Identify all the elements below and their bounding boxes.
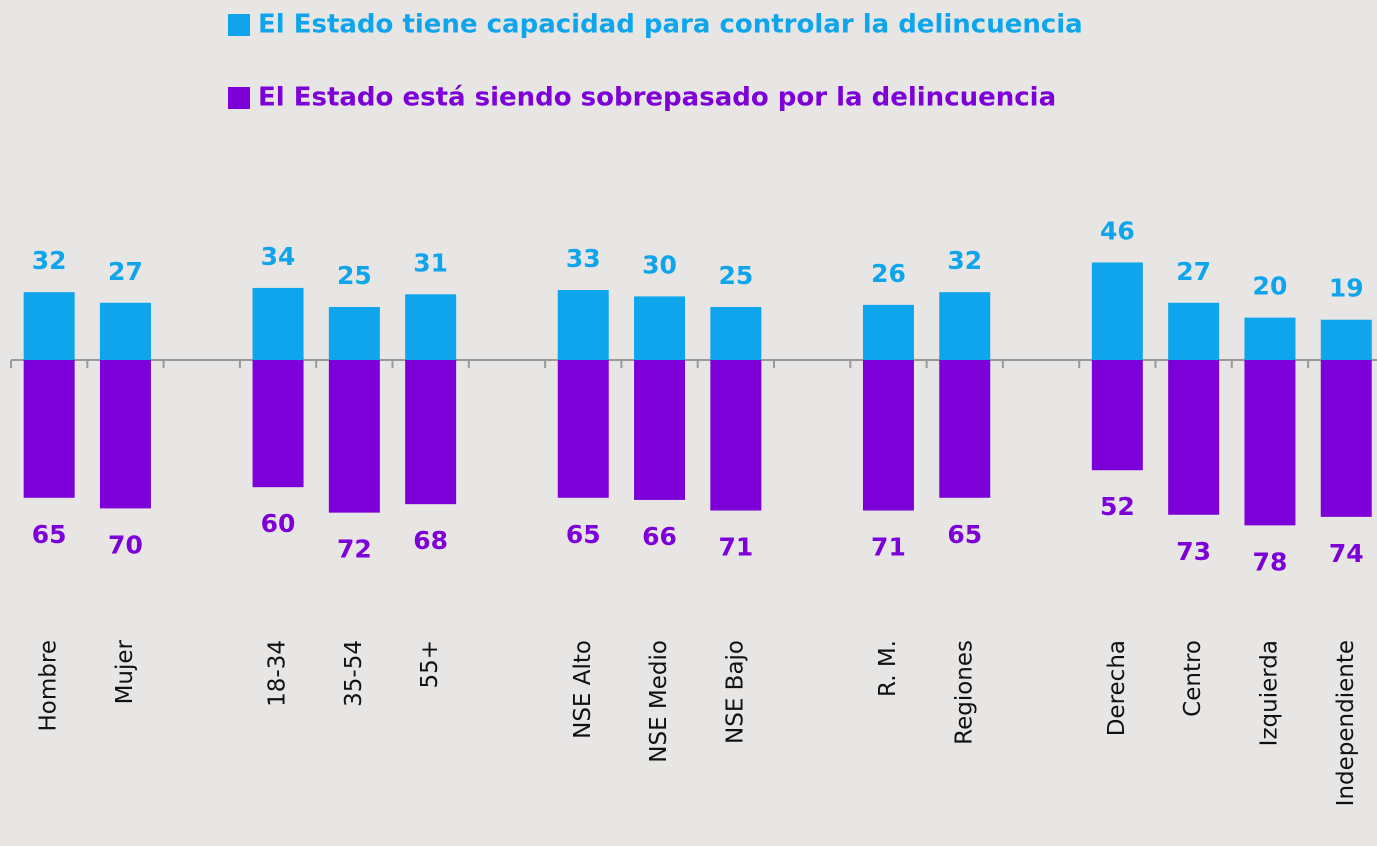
bar — [328, 307, 380, 360]
category-label: Izquierda — [1256, 640, 1282, 746]
bar — [710, 360, 762, 511]
value-label: 32 — [947, 246, 982, 275]
bar — [1320, 319, 1372, 360]
value-label: 52 — [1100, 492, 1135, 521]
bar — [99, 302, 151, 360]
value-label: 70 — [108, 530, 143, 559]
category-label: Hombre — [36, 640, 62, 731]
value-label: 71 — [718, 533, 753, 562]
value-label: 65 — [32, 520, 67, 549]
value-label: 60 — [261, 509, 296, 538]
category-label: NSE Bajo — [722, 640, 748, 744]
value-label: 27 — [1176, 257, 1211, 286]
bar — [1244, 317, 1296, 360]
category-label: 55+ — [417, 640, 443, 689]
value-label: 34 — [261, 242, 296, 271]
bar — [939, 360, 991, 498]
bar — [1168, 302, 1220, 360]
bar — [862, 360, 914, 511]
value-label: 25 — [337, 261, 372, 290]
bar — [1244, 360, 1296, 526]
category-label: Regiones — [951, 640, 977, 745]
category-label: Derecha — [1104, 640, 1130, 736]
value-label: 66 — [642, 522, 677, 551]
value-label: 20 — [1253, 272, 1288, 301]
value-label: 72 — [337, 535, 372, 564]
bar — [23, 360, 75, 498]
value-label: 65 — [947, 520, 982, 549]
value-label: 30 — [642, 250, 677, 279]
value-label: 78 — [1253, 547, 1288, 576]
bar — [710, 307, 762, 360]
bar — [252, 360, 304, 488]
bar — [634, 360, 686, 500]
legend-label: El Estado está siendo sobrepasado por la… — [258, 83, 1056, 113]
bar — [1091, 360, 1143, 471]
bar — [23, 292, 75, 360]
bar — [328, 360, 380, 513]
value-label: 27 — [108, 257, 143, 286]
value-label: 31 — [413, 248, 448, 277]
bar — [1091, 262, 1143, 360]
value-label: 33 — [566, 244, 601, 273]
category-label: 35-54 — [341, 640, 367, 707]
value-label: 46 — [1100, 216, 1135, 245]
bar — [1168, 360, 1220, 515]
bar — [99, 360, 151, 509]
value-label: 26 — [871, 259, 906, 288]
bar — [405, 294, 457, 360]
bar — [557, 360, 609, 498]
bar — [557, 290, 609, 360]
legend-swatch — [228, 87, 250, 109]
category-label: Centro — [1180, 640, 1206, 717]
bar — [1320, 360, 1372, 517]
category-label: NSE Medio — [646, 640, 672, 763]
value-label: 73 — [1176, 537, 1211, 566]
bar — [862, 304, 914, 360]
bar — [634, 296, 686, 360]
bar — [939, 292, 991, 360]
bar — [405, 360, 457, 505]
category-label: NSE Alto — [570, 640, 596, 739]
category-label: 18-34 — [265, 640, 291, 707]
category-label: R. M. — [875, 640, 901, 697]
value-label: 68 — [413, 526, 448, 555]
bar — [252, 287, 304, 360]
value-label: 74 — [1329, 539, 1364, 568]
value-label: 71 — [871, 533, 906, 562]
value-label: 25 — [718, 261, 753, 290]
legend-label: El Estado tiene capacidad para controlar… — [258, 10, 1083, 40]
category-label: Independiente — [1333, 640, 1359, 806]
value-label: 32 — [32, 246, 67, 275]
value-label: 65 — [566, 520, 601, 549]
value-label: 19 — [1329, 274, 1364, 303]
category-label: Mujer — [112, 639, 138, 704]
legend-swatch — [228, 14, 250, 36]
